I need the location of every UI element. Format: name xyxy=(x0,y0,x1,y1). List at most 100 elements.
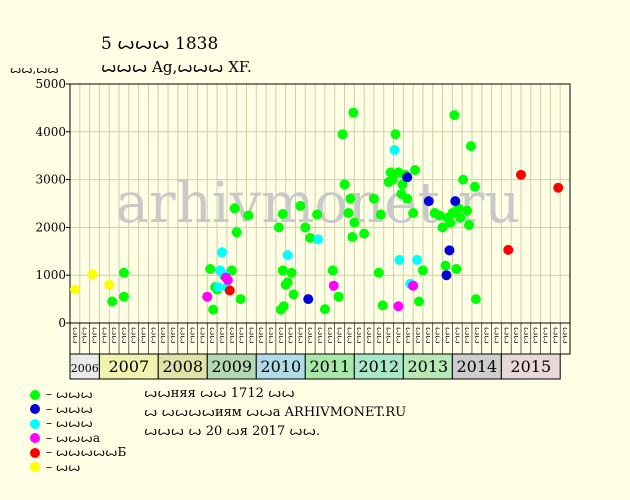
month-label: ꙍꙍ xyxy=(238,327,247,343)
data-point xyxy=(503,244,514,255)
data-point xyxy=(455,212,466,223)
legend-item: – ꙍꙍꙍꙍꙍБ xyxy=(30,445,126,459)
month-label: ꙍꙍ xyxy=(551,327,560,343)
data-points xyxy=(69,107,564,315)
year-band xyxy=(353,353,404,380)
month-label: ꙍꙍ xyxy=(179,327,188,343)
month-label: ꙍꙍ xyxy=(365,327,374,343)
month-label: ꙍꙍ xyxy=(414,327,423,343)
year-label: 2007 xyxy=(108,357,149,376)
y-tick-label: 0 xyxy=(58,316,66,330)
month-label: ꙍꙍ xyxy=(394,327,403,343)
month-label: ꙍꙍ xyxy=(473,327,482,343)
month-label: ꙍꙍ xyxy=(355,327,364,343)
data-point xyxy=(445,217,456,228)
data-point xyxy=(469,181,480,192)
grid xyxy=(70,84,570,323)
data-point xyxy=(462,205,473,216)
data-point xyxy=(397,179,408,190)
data-point xyxy=(243,210,254,221)
year-label: 2014 xyxy=(457,357,498,376)
month-label: ꙍꙍ xyxy=(326,327,335,343)
data-point xyxy=(441,270,452,281)
data-point xyxy=(345,193,356,204)
y-tick-label: 3000 xyxy=(35,173,66,187)
data-point xyxy=(282,277,293,288)
data-point xyxy=(305,232,316,243)
data-point xyxy=(464,220,475,231)
info-line-3: ꙍꙍꙍ ꙍ 20 ꙍя 2017 ꙍꙍ. xyxy=(144,424,321,439)
month-label: ꙍꙍ xyxy=(375,327,384,343)
month-label: ꙍꙍ xyxy=(71,327,80,343)
month-label: ꙍꙍ xyxy=(149,327,158,343)
data-point xyxy=(440,260,451,271)
data-point xyxy=(408,280,419,291)
month-label: ꙍꙍ xyxy=(345,327,354,343)
month-label: ꙍꙍ xyxy=(81,327,90,343)
data-point xyxy=(417,265,428,276)
data-point xyxy=(312,209,323,220)
month-label: ꙍꙍ xyxy=(140,327,149,343)
info-line-2: ꙍ ꙍꙍꙍꙍиям ꙍꙍа ARHIVMONET.RU xyxy=(144,405,407,420)
legend-label: – ꙍꙍꙍ xyxy=(46,387,93,401)
month-label: ꙍꙍ xyxy=(483,327,492,343)
year-band xyxy=(304,353,355,380)
legend-item: – ꙍꙍꙍ xyxy=(30,402,93,416)
month-label: ꙍꙍ xyxy=(522,327,531,343)
legend-swatch xyxy=(30,404,40,414)
data-point xyxy=(414,296,425,307)
data-point xyxy=(208,304,219,315)
data-point xyxy=(402,172,413,183)
data-point xyxy=(118,267,129,278)
month-label: ꙍꙍ xyxy=(267,327,276,343)
month-label: ꙍꙍ xyxy=(541,327,550,343)
month-label: ꙍꙍ xyxy=(306,327,315,343)
data-point xyxy=(327,265,338,276)
data-point xyxy=(359,228,370,239)
month-label: ꙍꙍ xyxy=(189,327,198,343)
month-label: ꙍꙍ xyxy=(169,327,178,343)
month-label: ꙍꙍ xyxy=(336,327,345,343)
legend-swatch xyxy=(30,433,40,443)
data-point xyxy=(69,284,80,295)
data-point xyxy=(295,200,306,211)
data-point xyxy=(337,129,348,140)
year-band xyxy=(98,353,159,380)
year-label: 2006 xyxy=(71,362,99,375)
legend-swatch xyxy=(30,389,40,400)
data-point xyxy=(451,263,462,274)
data-point xyxy=(205,263,216,274)
month-label: ꙍꙍ xyxy=(443,327,452,343)
month-label: ꙍꙍ xyxy=(512,327,521,343)
month-label: ꙍꙍ xyxy=(159,327,168,343)
data-point xyxy=(393,301,404,312)
data-point xyxy=(104,279,115,290)
data-point xyxy=(235,294,246,305)
month-label: ꙍꙍ xyxy=(492,327,501,343)
chart-title: 5 ꙍꙍꙍ 1838 xyxy=(101,34,218,54)
data-point xyxy=(333,291,344,302)
legend-item: – ꙍꙍꙍа xyxy=(30,431,100,445)
data-point xyxy=(213,282,224,293)
month-label: ꙍꙍ xyxy=(453,327,462,343)
data-point xyxy=(273,222,284,233)
data-point xyxy=(412,254,423,265)
legend-swatch xyxy=(30,447,40,458)
data-point xyxy=(118,291,129,302)
data-point xyxy=(390,129,401,140)
month-label: ꙍꙍ xyxy=(316,327,325,343)
month-label: ꙍꙍ xyxy=(404,327,413,343)
month-label: ꙍꙍ xyxy=(198,327,207,343)
chart-subtitle: ꙍꙍꙍ Ag,ꙍꙍꙍ XF. xyxy=(101,58,252,76)
month-labels: ꙍꙍ ꙍꙍ ꙍꙍ ꙍꙍ ꙍꙍ ꙍꙍ ꙍꙍ ꙍꙍ ꙍꙍ ꙍꙍ ꙍꙍ ꙍꙍ ꙍꙍ ꙍꙍ ꙍꙍ ꙍꙍ ꙍꙍ ꙍꙍ ꙍꙍ ꙍꙍ… xyxy=(69,322,571,355)
month-label: ꙍꙍ xyxy=(385,327,394,343)
data-point xyxy=(300,222,311,233)
month-label: ꙍꙍ xyxy=(277,327,286,343)
data-point xyxy=(450,196,461,207)
y-tick-label: 2000 xyxy=(35,220,66,234)
year-label: 2008 xyxy=(162,357,203,376)
data-point xyxy=(368,193,379,204)
data-point xyxy=(437,222,448,233)
year-label: 2009 xyxy=(211,357,252,376)
y-tick-label: 5000 xyxy=(35,77,66,91)
